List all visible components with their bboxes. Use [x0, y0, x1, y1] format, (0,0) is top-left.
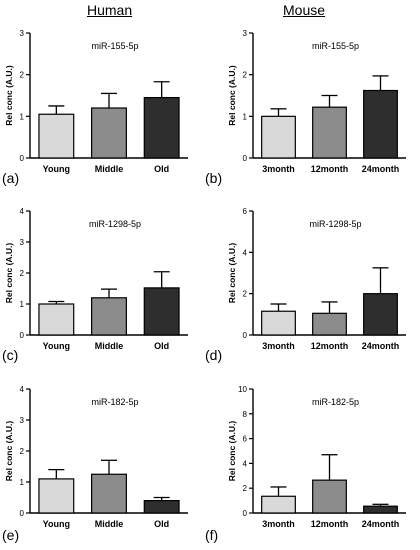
- bar-24month: [363, 505, 398, 514]
- y-tick-label: 3: [20, 238, 25, 247]
- y-tick-label: 0: [20, 509, 25, 518]
- category-label: 24month: [362, 341, 400, 351]
- bar-young: [38, 303, 75, 336]
- bar-12month: [312, 479, 347, 514]
- chart-title: miR-182-5p: [312, 397, 359, 407]
- y-tick-label: 4: [243, 248, 248, 257]
- category-label: Middle: [95, 341, 124, 351]
- y-axis-label: Rel conc (A.U.): [227, 243, 237, 304]
- category-label: Middle: [95, 519, 124, 529]
- y-axis-label: Rel conc (A.U.): [227, 421, 237, 482]
- category-label: 24month: [362, 164, 400, 174]
- y-tick-label: 4: [243, 459, 248, 468]
- bar-young: [38, 478, 75, 514]
- bar-3month: [261, 495, 296, 514]
- bar-old: [143, 96, 180, 159]
- y-tick-label: 6: [243, 207, 248, 216]
- y-tick-label: 3: [20, 29, 25, 38]
- chart-panel-2: 0 1 2 3 4 Rel conc (A.U.) miR-1298-5p Young Midd…: [4, 207, 188, 351]
- chart-panel-0: 0 1 2 3 Rel conc (A.U.) miR-155-5p Young Middle…: [4, 29, 188, 174]
- category-label: 12month: [311, 519, 349, 529]
- chart-title: miR-1298-5p: [89, 219, 141, 229]
- bar-12month: [312, 106, 347, 159]
- y-tick-label: 3: [20, 416, 25, 425]
- y-tick-label: 2: [20, 269, 25, 278]
- chart-title: miR-182-5p: [91, 397, 138, 407]
- y-tick-label: 2: [20, 71, 25, 80]
- y-tick-label: 2: [243, 71, 248, 80]
- panel-label-b: (b): [205, 170, 223, 186]
- chart-panel-4: 0 1 2 3 4 Rel conc (A.U.) miR-182-5p Young Middl…: [4, 385, 188, 529]
- category-label: 24month: [362, 519, 400, 529]
- bar-old: [143, 500, 180, 514]
- chart-panel-5: 0 2 4 6 8 10 Rel conc (A.U.) miR-182-5p 3month 12…: [227, 385, 406, 529]
- y-tick-label: 1: [20, 478, 25, 487]
- category-label: Young: [43, 519, 70, 529]
- y-tick-label: 4: [20, 207, 25, 216]
- y-axis-label: Rel conc (A.U.): [4, 421, 14, 482]
- y-tick-label: 8: [243, 410, 248, 419]
- bar-12month: [312, 312, 347, 336]
- y-tick-label: 0: [20, 331, 25, 340]
- category-label: Middle: [95, 164, 124, 174]
- y-tick-label: 1: [20, 300, 25, 309]
- y-tick-label: 0: [243, 331, 248, 340]
- bar-middle: [91, 107, 127, 159]
- category-label: Old: [154, 164, 169, 174]
- bar-old: [143, 287, 180, 336]
- chart-title: miR-155-5p: [91, 41, 138, 51]
- y-tick-label: 6: [243, 435, 248, 444]
- category-label: 3month: [262, 341, 295, 351]
- y-tick-label: 0: [20, 154, 25, 163]
- chart-panel-3: 0 2 4 6 Rel conc (A.U.) miR-1298-5p 3month 12mo…: [227, 207, 406, 351]
- category-label: 12month: [311, 341, 349, 351]
- panel-label-c: (c): [2, 347, 19, 363]
- panel-label-e: (e): [2, 527, 20, 543]
- bar-24month: [363, 89, 398, 159]
- column-header-mouse: Mouse: [283, 2, 326, 18]
- y-tick-label: 10: [238, 385, 247, 394]
- y-tick-label: 2: [243, 484, 248, 493]
- bar-3month: [261, 310, 296, 336]
- chart-panel-1: 0 1 2 3 Rel conc (A.U.) miR-155-5p 3month 12mon…: [227, 29, 406, 174]
- category-label: 3month: [262, 164, 295, 174]
- category-label: Old: [154, 341, 169, 351]
- y-tick-label: 2: [243, 290, 248, 299]
- category-label: 3month: [262, 519, 295, 529]
- category-label: Old: [154, 519, 169, 529]
- y-tick-label: 2: [20, 447, 25, 456]
- panel-label-a: (a): [2, 170, 20, 186]
- bar-young: [38, 113, 75, 159]
- y-tick-label: 0: [243, 154, 248, 163]
- y-axis-label: Rel conc (A.U.): [227, 65, 237, 126]
- y-tick-label: 1: [243, 112, 248, 121]
- category-label: 12month: [311, 164, 349, 174]
- bar-24month: [363, 293, 398, 336]
- y-axis-label: Rel conc (A.U.): [4, 65, 14, 126]
- category-label: Young: [43, 164, 70, 174]
- y-axis-label: Rel conc (A.U.): [4, 243, 14, 304]
- panel-label-d: (d): [205, 347, 223, 363]
- category-label: Young: [43, 341, 70, 351]
- y-tick-label: 1: [20, 112, 25, 121]
- y-tick-label: 3: [243, 29, 248, 38]
- bar-middle: [91, 297, 127, 336]
- column-header-human: Human: [87, 2, 133, 18]
- chart-title: miR-155-5p: [312, 41, 359, 51]
- y-tick-label: 0: [243, 509, 248, 518]
- bar-3month: [261, 115, 296, 159]
- panel-label-f: (f): [205, 527, 219, 543]
- y-tick-label: 4: [20, 385, 25, 394]
- bar-middle: [91, 473, 127, 514]
- chart-title: miR-1298-5p: [309, 219, 361, 229]
